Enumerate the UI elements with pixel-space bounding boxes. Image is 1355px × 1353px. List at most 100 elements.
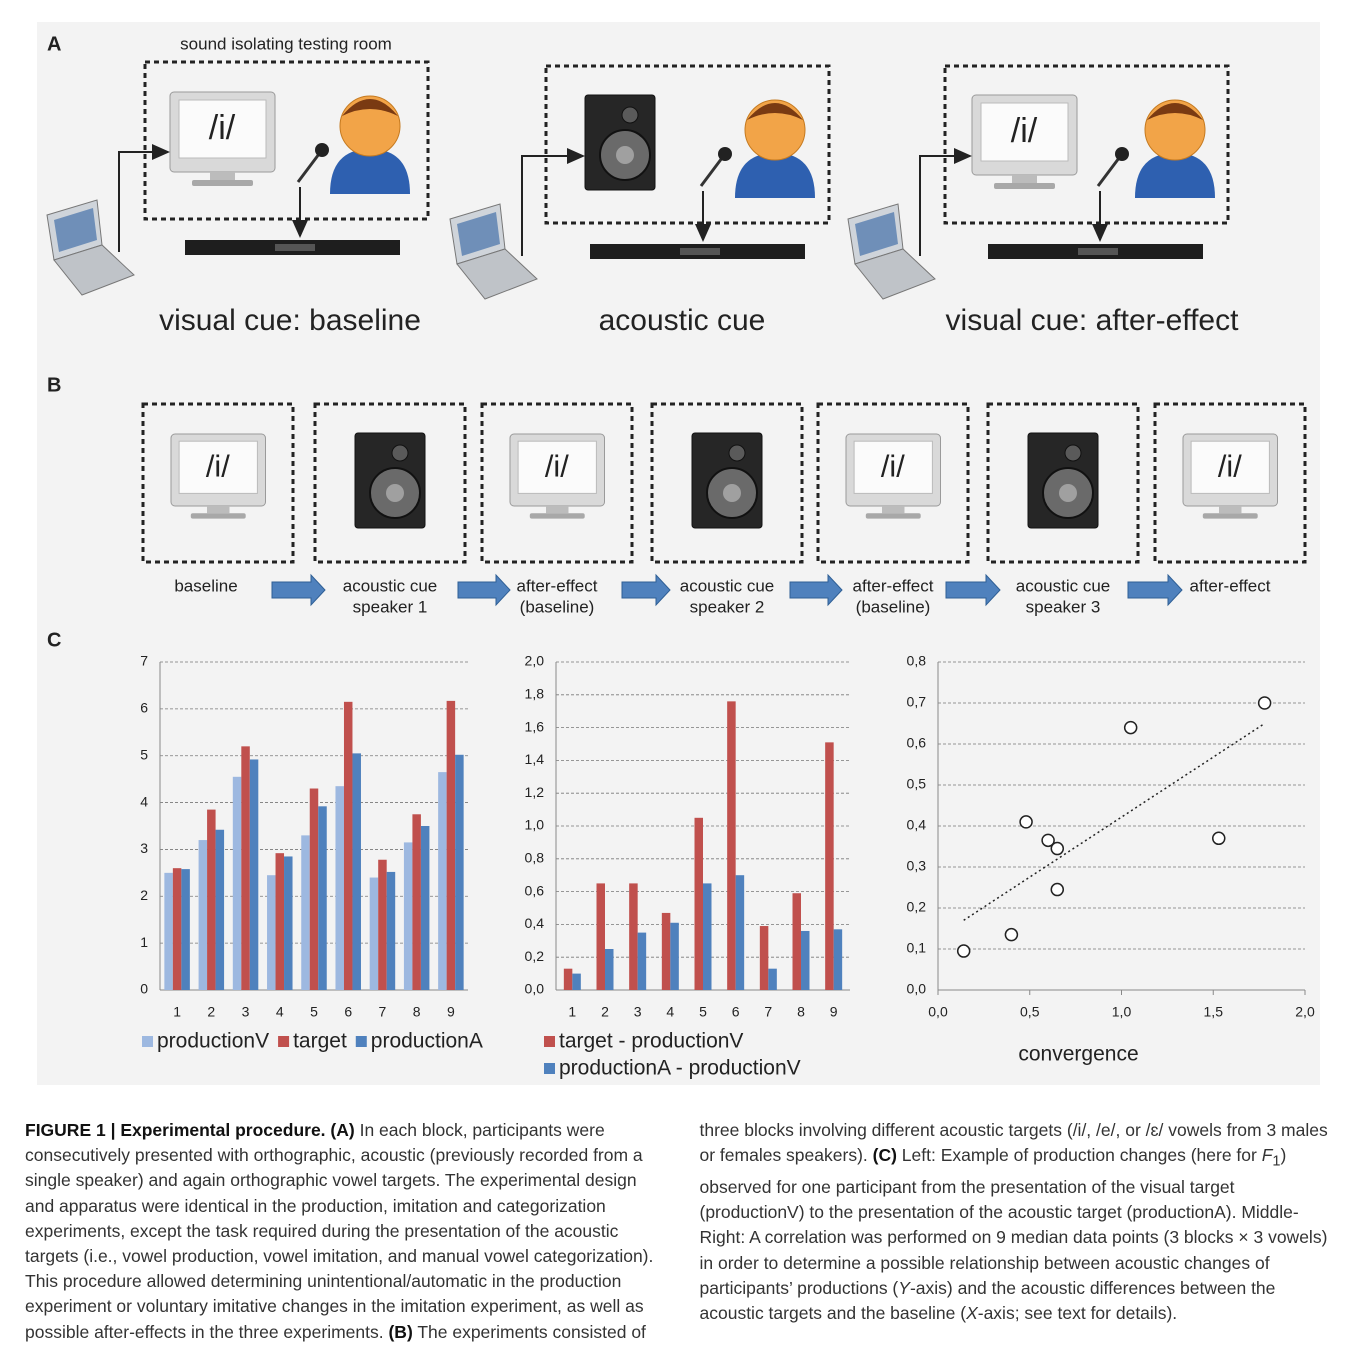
speaker-cone [723,484,741,502]
screen-text: /i/ [209,109,236,147]
caption: FIGURE 1 | Experimental procedure. (A) I… [25,1118,1340,1345]
bar [596,883,605,990]
block-label: baseline [174,576,237,595]
bar [215,829,225,990]
bar [352,753,361,990]
block-label: speaker 2 [690,597,765,616]
flow-arrow [945,573,1001,607]
mic-head [315,143,329,157]
block-label: (baseline) [520,597,595,616]
x-tick-label: 2,0 [1295,1004,1315,1020]
connector-arrow [919,148,972,256]
y-tick-label: 0,3 [907,858,927,874]
bar [670,922,679,990]
screen-text: /i/ [881,449,905,483]
bar [249,759,259,990]
bar [318,806,327,990]
monitor-stand [1219,506,1242,514]
y-tick-label: 3 [140,840,148,856]
block-label: acoustic cue [1016,576,1111,595]
x-tick-label: 0,5 [1020,1004,1040,1020]
caption-text: -axis) and the acoustic differences betw… [699,1277,1276,1323]
bar [694,817,703,990]
panel-letter: B [47,374,61,396]
y-tick-label: 0,2 [525,948,545,964]
y-tick-label: 0,1 [907,940,927,956]
monitor-screen [178,440,258,494]
monitor-base [192,180,253,186]
y-tick-label: 2,0 [525,653,545,669]
block-label: after-effect [853,576,934,595]
y-tick-label: 5 [140,746,148,762]
bar [735,875,745,990]
caption-text: X [966,1302,978,1323]
bar [275,853,285,990]
legend-swatch [544,1063,555,1074]
bar [727,701,736,990]
bar [412,814,421,990]
laptop-display [457,212,500,256]
scatter-point [1123,720,1138,735]
caption-text: Left: Example of production changes (her… [896,1145,1262,1166]
bar [759,926,769,990]
x-tick-label: 3 [634,1004,642,1020]
bar [267,875,276,990]
y-tick-label: 4 [140,793,148,809]
bar [455,754,464,990]
caption-text: (C) [872,1145,897,1166]
y-tick-label: 0,6 [525,882,545,898]
x-tick-label: 8 [797,1004,805,1020]
y-tick-label: 0,8 [525,850,545,866]
dashed-frame [313,402,467,564]
bar [343,701,353,990]
figure: A sound isolating testing room B C /i/vi… [37,22,1320,1085]
screen-text: /i/ [1218,449,1242,483]
monitor-screen [853,440,933,494]
audio-interface-detail [680,248,720,255]
y-tick-label: 0,2 [907,899,927,915]
x-tick-label: 1,5 [1204,1004,1224,1020]
dashed-frame [816,402,970,564]
flow-arrow [1127,573,1183,607]
dashed-frame [650,402,804,564]
legend-swatch [544,1036,555,1047]
flow-arrow [457,573,511,607]
caption-text: Y [898,1277,910,1298]
screen-text: /i/ [545,449,569,483]
screen-text: /i/ [1011,112,1038,150]
speaker-tweeter [391,444,409,462]
person-hair [1147,103,1203,120]
x-tick-label: 1,0 [1112,1004,1132,1020]
bar [563,968,573,990]
flow-arrow [271,573,326,607]
y-tick-label: 0,7 [907,694,927,710]
monitor-stand [207,506,230,514]
bar [661,912,671,990]
bar [792,893,801,990]
monitor-base [994,183,1055,189]
monitor-base [529,513,585,519]
flow-arrow [789,573,843,607]
scatter-point [1050,882,1065,897]
y-tick-label: 0,0 [907,981,927,997]
bar [172,868,182,990]
bar [420,826,430,990]
person-hair [747,103,803,120]
bar [825,742,834,990]
bar [386,871,396,990]
bar [605,949,614,990]
y-tick-label: 0,8 [907,653,927,669]
person-body [330,149,410,194]
speaker-tweeter [1064,444,1082,462]
cue-caption: acoustic cue [599,304,766,337]
bar [629,883,638,990]
speaker-cone [1059,484,1077,502]
audio-interface-detail [275,244,315,251]
dashed-frame [943,64,1230,225]
legend-label: productionA [371,1030,483,1053]
bar [301,835,310,990]
laptop-base [53,244,135,296]
dashed-frame [143,60,430,221]
monitor-screen [178,99,267,159]
